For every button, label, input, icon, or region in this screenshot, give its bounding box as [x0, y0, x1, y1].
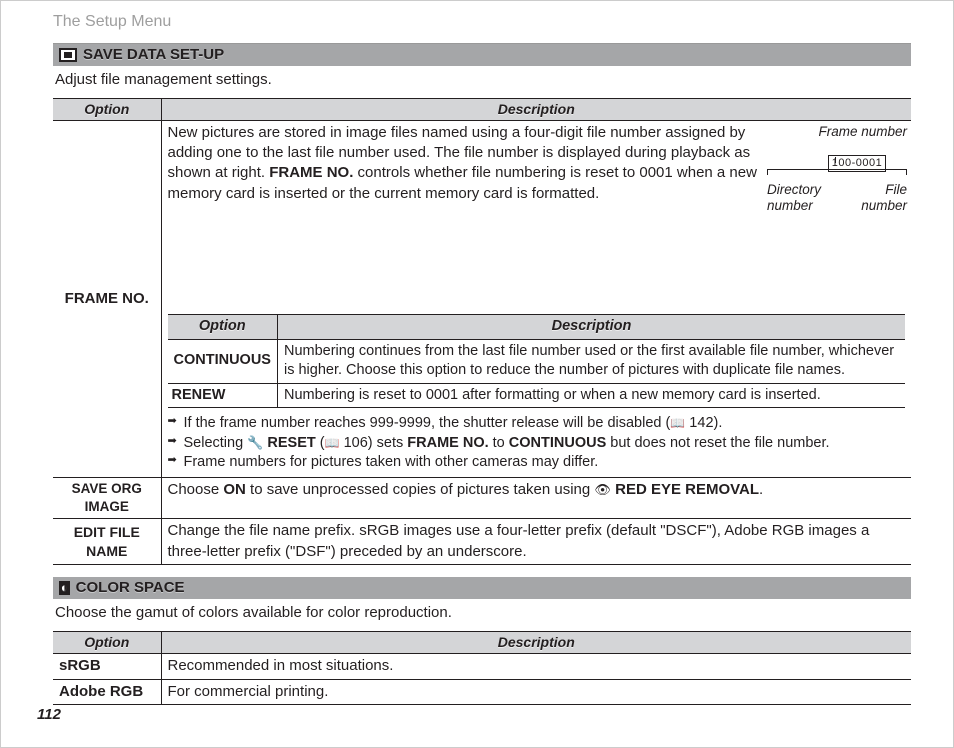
note-2: Selecting 🔧 RESET (📖 106) sets FRAME NO.…: [168, 434, 906, 454]
frame-no-label: FRAME NO.: [53, 120, 161, 477]
save-org-desc: Choose ON to save unprocessed copies of …: [161, 477, 911, 518]
inner-th-option: Option: [168, 314, 278, 339]
row-adobe: Adobe RGB For commercial printing.: [53, 679, 911, 704]
section-title: SAVE DATA SET-UP: [83, 45, 224, 65]
row-continuous: CONTINUOUS Numbering continues from the …: [168, 339, 906, 383]
color-space-icon: ◐: [59, 581, 70, 595]
section2-intro: Choose the gamut of colors available for…: [55, 603, 911, 623]
diagram-file-label: File number: [847, 182, 907, 213]
renew-desc: Numbering is reset to 0001 after formatt…: [277, 383, 905, 408]
adobe-label: Adobe RGB: [53, 679, 161, 704]
cs-th-option: Option: [53, 632, 161, 654]
frame-desc-bold: FRAME NO.: [269, 164, 353, 181]
srgb-desc: Recommended in most situations.: [161, 654, 911, 679]
section-save-data-setup: SAVE DATA SET-UP: [53, 44, 911, 66]
frame-no-desc: New pictures are stored in image files n…: [168, 123, 793, 204]
th-description: Description: [161, 99, 911, 121]
section-color-space: ◐ COLOR SPACE: [53, 577, 911, 599]
th-option: Option: [53, 99, 161, 121]
page-header: The Setup Menu: [53, 11, 911, 33]
color-space-table: Option Description sRGB Recommended in m…: [53, 631, 911, 704]
continuous-label: CONTINUOUS: [168, 339, 278, 383]
frame-no-desc-cell: New pictures are stored in image files n…: [161, 120, 911, 477]
srgb-label: sRGB: [53, 654, 161, 679]
save-org-label: SAVE ORG IMAGE: [53, 477, 161, 518]
wrench-icon: 🔧: [247, 435, 263, 450]
diagram-title: Frame number: [767, 123, 907, 141]
save-data-icon: [59, 48, 77, 62]
adobe-desc: For commercial printing.: [161, 679, 911, 704]
section2-title: COLOR SPACE: [76, 578, 185, 598]
row-frame-no: FRAME NO. New pictures are stored in ima…: [53, 120, 911, 477]
manual-page: The Setup Menu SAVE DATA SET-UP Adjust f…: [0, 0, 954, 748]
note-1: If the frame number reaches 999-9999, th…: [168, 414, 906, 434]
book-icon: 📖: [670, 416, 685, 430]
note-3: Frame numbers for pictures taken with ot…: [168, 453, 906, 473]
page-number: 112: [37, 705, 61, 725]
edit-file-desc: Change the file name prefix. sRGB images…: [161, 519, 911, 565]
eye-icon: 👁: [594, 482, 611, 497]
row-save-org: SAVE ORG IMAGE Choose ON to save unproce…: [53, 477, 911, 518]
continuous-desc: Numbering continues from the last file n…: [277, 339, 905, 383]
inner-th-desc: Description: [277, 314, 905, 339]
diagram-dir-label: Directory number: [767, 182, 827, 213]
cs-th-desc: Description: [161, 632, 911, 654]
frame-no-notes: If the frame number reaches 999-9999, th…: [168, 414, 906, 473]
row-edit-file: EDIT FILE NAME Change the file name pref…: [53, 519, 911, 565]
renew-label: RENEW: [168, 383, 278, 408]
save-data-table: Option Description FRAME NO. New picture…: [53, 98, 911, 565]
row-srgb: sRGB Recommended in most situations.: [53, 654, 911, 679]
row-renew: RENEW Numbering is reset to 0001 after f…: [168, 383, 906, 408]
diagram-example: 100-0001: [828, 155, 887, 172]
file-number-diagram: Frame number 100-0001 Directory number F…: [767, 123, 907, 213]
section1-intro: Adjust file management settings.: [55, 70, 911, 90]
book-icon: 📖: [325, 436, 340, 450]
frame-no-inner-table: Option Description CONTINUOUS Numbering …: [168, 314, 906, 408]
edit-file-label: EDIT FILE NAME: [53, 519, 161, 565]
